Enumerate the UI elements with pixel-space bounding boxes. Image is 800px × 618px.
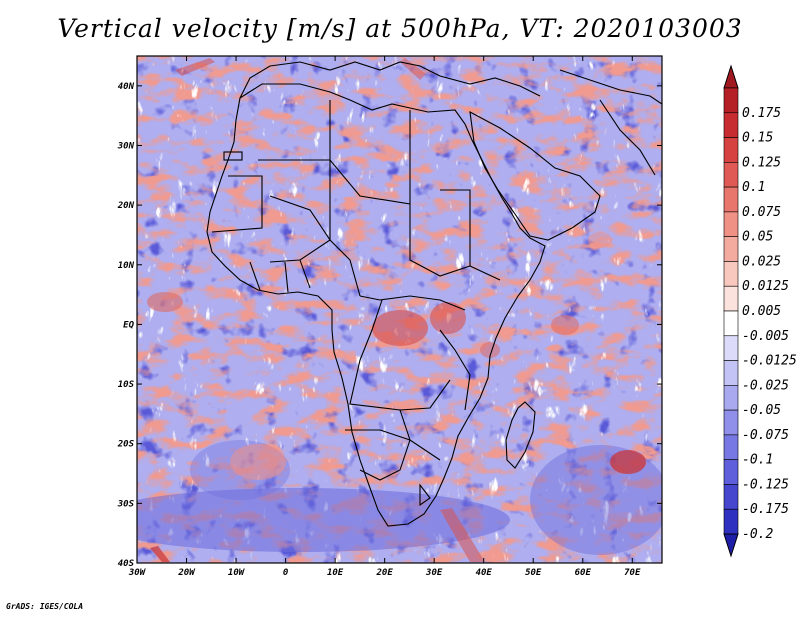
lon-tick-label: 10W — [228, 568, 246, 578]
colorbar-label: -0.0125 — [742, 354, 797, 369]
lon-tick-label: 20W — [177, 568, 196, 578]
colorbar: 0.175 0.15 0.125 0.1 0.075 0.05 0.025 0.0125 0.0… — [723, 64, 797, 558]
colorbar-label: -0.175 — [742, 502, 789, 517]
lon-tick-label: 50E — [525, 568, 542, 578]
lon-axis: 30W 20W 10W 0 10E 20E 30E 40E 50E 60E 70E — [128, 56, 641, 578]
lat-tick-label: EQ — [123, 320, 134, 330]
colorbar-label: 0.175 — [742, 106, 781, 121]
lat-tick-label: 20N — [117, 201, 135, 211]
colorbar-segment — [723, 360, 739, 386]
colorbar-bottom-cap — [723, 533, 739, 558]
colorbar-segment — [723, 162, 739, 188]
colorbar-segment — [723, 385, 739, 411]
colorbar-segment — [723, 459, 739, 485]
colorbar-top-cap — [723, 64, 739, 89]
lon-tick-label: 40E — [476, 568, 493, 578]
colorbar-segment — [723, 484, 739, 510]
colorbar-label: -0.005 — [742, 329, 789, 344]
colorbar-label: 0.0125 — [742, 279, 789, 294]
colorbar-segment — [723, 409, 739, 436]
colorbar-label: -0.025 — [742, 378, 789, 393]
coastlines — [206, 61, 662, 527]
lat-tick-label: 10N — [118, 261, 135, 271]
lon-tick-label: 0 — [283, 568, 289, 578]
colorbar-label: 0.05 — [742, 230, 773, 245]
colorbar-label: -0.1 — [742, 453, 773, 468]
lon-tick-label: 30W — [128, 568, 147, 578]
colorbar-label: 0.025 — [742, 254, 781, 269]
lon-tick-label: 10E — [327, 568, 344, 578]
lon-tick-label: 20E — [376, 568, 394, 578]
colorbar-label: 0.005 — [742, 304, 781, 319]
plot-frame — [136, 55, 663, 564]
colorbar-segment — [723, 236, 739, 262]
colorbar-segment — [723, 434, 739, 460]
lat-tick-label: 40S — [118, 559, 135, 569]
colorbar-segment — [723, 211, 739, 237]
lat-tick-label: 20S — [117, 440, 135, 450]
colorbar-label: 0.125 — [742, 155, 781, 170]
colorbar-segment — [723, 508, 739, 535]
colorbar-segment — [723, 112, 739, 138]
lon-tick-label: 30E — [425, 568, 443, 578]
lon-tick-label: 70E — [624, 568, 641, 578]
colorbar-label: -0.2 — [742, 527, 773, 542]
colorbar-segment — [723, 261, 739, 287]
lat-axis: 40N 30N 20N 10N EQ 10S 20S 30S 40S — [117, 82, 662, 569]
colorbar-segment — [723, 186, 739, 213]
lat-tick-label: 40N — [118, 82, 135, 92]
velocity-field — [137, 56, 662, 563]
colorbar-segment — [723, 87, 739, 114]
colorbar-segment — [723, 285, 739, 312]
colorbar-label: -0.05 — [742, 403, 781, 418]
plot-title: Vertical velocity [m/s] at 500hPa, VT: 2… — [57, 14, 743, 43]
colorbar-label: -0.075 — [742, 428, 789, 443]
colorbar-label: 0.15 — [742, 131, 773, 146]
lat-tick-label: 10S — [118, 380, 135, 390]
colorbar-label: -0.125 — [742, 477, 789, 492]
credit-label: GrADS: IGES/COLA — [6, 602, 84, 611]
colorbar-segment — [723, 310, 739, 337]
colorbar-label: 0.075 — [742, 205, 781, 220]
colorbar-segment — [723, 335, 739, 361]
lon-tick-label: 60E — [575, 568, 592, 578]
lat-tick-label: 30S — [117, 499, 135, 509]
colorbar-segment — [723, 137, 739, 163]
colorbar-label: 0.1 — [742, 180, 765, 195]
lat-tick-label: 30N — [117, 141, 135, 151]
